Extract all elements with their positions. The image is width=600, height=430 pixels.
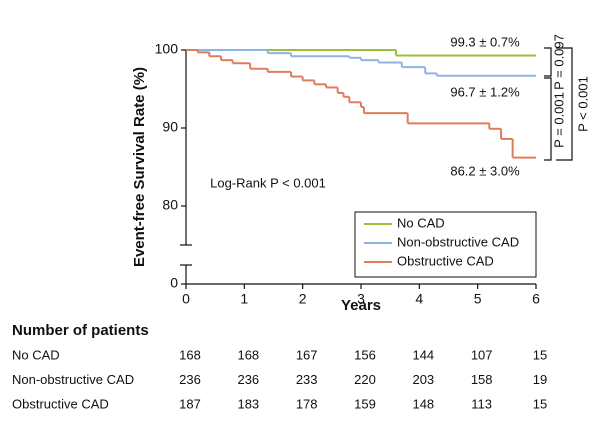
risk-row-label: No CAD	[12, 347, 60, 362]
x-tick-label: 5	[474, 291, 482, 307]
x-tick-label: 4	[415, 291, 423, 307]
annotation: 99.3 ± 0.7%	[450, 34, 520, 49]
x-tick-label: 6	[532, 291, 540, 307]
y-tick-label: 0	[170, 275, 178, 291]
risk-count: 203	[412, 372, 434, 387]
risk-count: 233	[296, 372, 318, 387]
y-tick-label: 80	[162, 197, 178, 213]
annotation: P < 0.001	[575, 76, 590, 132]
risk-table-title: Number of patients	[12, 322, 149, 339]
risk-count: 15	[533, 396, 547, 411]
risk-count: 183	[237, 396, 259, 411]
annotation: P = 0.097	[551, 34, 566, 90]
legend-label: Obstructive CAD	[397, 253, 494, 268]
risk-count: 167	[296, 347, 318, 362]
risk-count: 148	[412, 396, 434, 411]
annotation: P = 0.001	[551, 92, 566, 148]
risk-count: 19	[533, 372, 547, 387]
bracket	[556, 47, 573, 161]
risk-count: 236	[237, 372, 259, 387]
y-axis-label: Event-free Survival Rate (%)	[131, 67, 148, 267]
risk-count: 236	[179, 372, 201, 387]
risk-count: 187	[179, 396, 201, 411]
x-tick-label: 3	[357, 291, 365, 307]
risk-count: 168	[237, 347, 259, 362]
annotation: Log-Rank P < 0.001	[210, 175, 326, 190]
legend-label: No CAD	[397, 215, 445, 230]
risk-count: 220	[354, 372, 376, 387]
risk-count: 15	[533, 347, 547, 362]
bracket	[544, 47, 552, 77]
annotation: 96.7 ± 1.2%	[450, 84, 520, 99]
risk-count: 159	[354, 396, 376, 411]
x-axis-label: Years	[341, 297, 381, 314]
risk-count: 107	[471, 347, 493, 362]
x-tick-label: 2	[299, 291, 307, 307]
risk-count: 113	[471, 396, 492, 411]
risk-count: 178	[296, 396, 318, 411]
legend-box	[354, 211, 537, 278]
risk-row-label: Obstructive CAD	[12, 396, 109, 411]
legend-label: Non-obstructive CAD	[397, 234, 519, 249]
bracket	[544, 77, 552, 161]
risk-count: 168	[179, 347, 201, 362]
y-tick-label: 90	[162, 119, 178, 135]
risk-count: 144	[412, 347, 434, 362]
y-tick-label: 100	[155, 41, 179, 57]
x-tick-label: 1	[240, 291, 248, 307]
risk-row-label: Non-obstructive CAD	[12, 372, 134, 387]
annotation: 86.2 ± 3.0%	[450, 163, 520, 178]
risk-count: 156	[354, 347, 376, 362]
risk-count: 158	[471, 372, 493, 387]
x-tick-label: 0	[182, 291, 190, 307]
